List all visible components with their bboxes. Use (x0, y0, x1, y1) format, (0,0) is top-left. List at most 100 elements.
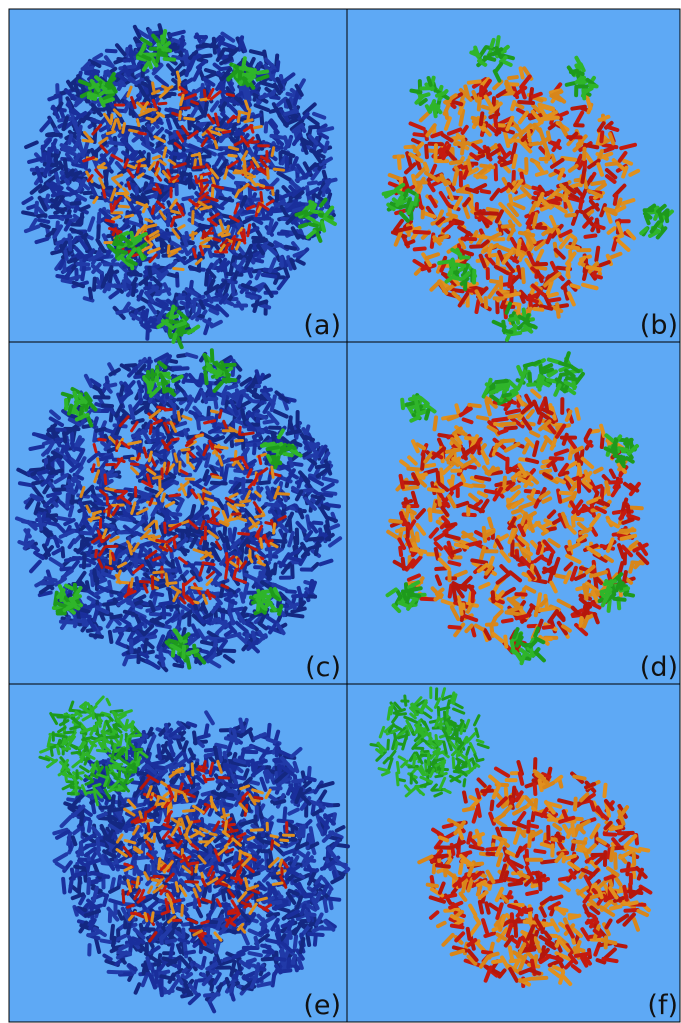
molecule (226, 567, 228, 579)
molecule (182, 37, 183, 49)
molecule (151, 614, 162, 615)
molecule (456, 545, 467, 548)
molecule (325, 142, 328, 151)
molecule (549, 294, 557, 296)
molecule (164, 148, 166, 157)
molecule (194, 299, 195, 311)
molecule (175, 454, 177, 461)
molecule (281, 258, 282, 266)
molecule (76, 449, 83, 450)
molecule (425, 164, 428, 171)
molecule (106, 91, 113, 92)
molecule (536, 608, 537, 615)
molecule (473, 485, 484, 486)
molecule (446, 111, 447, 118)
molecule (309, 182, 316, 183)
molecule (607, 163, 618, 164)
molecule (137, 164, 139, 172)
molecule (215, 141, 217, 147)
molecule (466, 438, 475, 439)
molecule (38, 509, 46, 511)
molecule (146, 190, 154, 192)
molecule (181, 173, 189, 175)
molecule (447, 449, 461, 452)
molecule (289, 615, 302, 617)
molecule (261, 539, 262, 548)
molecule (261, 305, 269, 307)
molecule (225, 467, 227, 481)
molecule (193, 531, 205, 533)
molecule (133, 284, 134, 295)
molecule (491, 40, 493, 47)
molecule (242, 410, 245, 423)
molecule (48, 523, 57, 525)
molecule (592, 182, 604, 184)
molecule (489, 245, 491, 253)
molecule (83, 502, 91, 503)
molecule (485, 57, 494, 59)
molecule (174, 154, 185, 156)
molecule (173, 368, 187, 369)
molecule (223, 131, 230, 132)
molecule (601, 426, 604, 436)
molecule (436, 549, 438, 559)
molecule (89, 97, 95, 99)
molecule (50, 155, 58, 156)
molecule (462, 239, 475, 240)
molecule (196, 176, 197, 182)
molecule (206, 274, 207, 285)
molecule (295, 538, 296, 548)
molecule (67, 495, 68, 507)
molecule (152, 206, 153, 213)
molecule (503, 620, 512, 621)
molecule (557, 304, 559, 316)
molecule (94, 279, 95, 290)
molecule (106, 488, 115, 490)
molecule (493, 592, 494, 601)
molecule (270, 146, 282, 148)
molecule (596, 248, 598, 260)
molecule (326, 505, 339, 507)
molecule (463, 534, 471, 536)
molecule (86, 73, 97, 75)
molecule (183, 197, 192, 199)
molecule (119, 206, 128, 207)
molecule (39, 516, 41, 529)
molecule (447, 524, 456, 526)
molecule (501, 440, 513, 441)
molecule (169, 361, 176, 362)
molecule (137, 120, 138, 126)
molecule (149, 268, 150, 276)
molecule (251, 142, 258, 143)
molecule (414, 134, 423, 135)
molecule (50, 470, 61, 473)
molecule (605, 148, 613, 151)
molecule (458, 432, 466, 435)
molecule (227, 94, 233, 95)
molecule (194, 167, 204, 168)
molecule (69, 135, 71, 142)
molecule (438, 473, 439, 482)
molecule (476, 301, 478, 312)
molecule (287, 591, 295, 592)
molecule (193, 249, 195, 257)
molecule (245, 161, 246, 172)
molecule (235, 471, 243, 472)
molecule (162, 494, 164, 501)
molecule (481, 166, 493, 168)
molecule (154, 593, 163, 595)
molecule (630, 564, 632, 572)
molecule (384, 191, 395, 194)
molecule (262, 444, 274, 446)
molecule (277, 62, 278, 70)
molecule (215, 437, 223, 440)
molecule (202, 85, 203, 95)
molecule (601, 132, 602, 141)
molecule (408, 469, 420, 470)
molecule (201, 173, 210, 175)
molecule (478, 417, 487, 419)
molecule (283, 535, 285, 547)
molecule (205, 372, 206, 383)
molecule (204, 44, 217, 46)
molecule (74, 393, 76, 399)
